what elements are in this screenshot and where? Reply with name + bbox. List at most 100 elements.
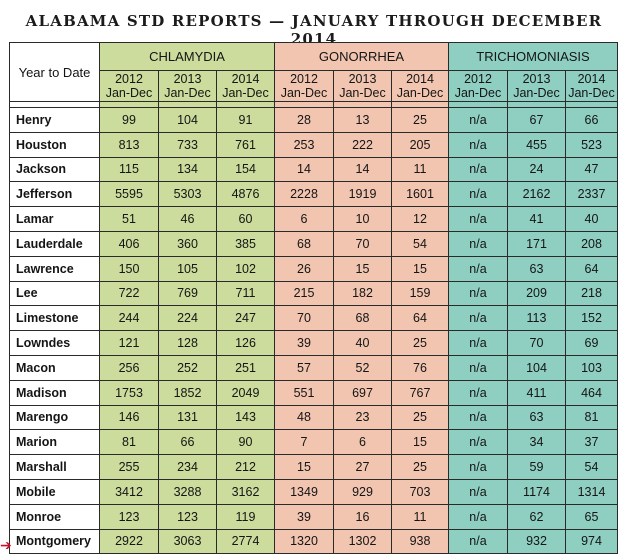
table-cell: n/a — [448, 379, 508, 406]
table-cell: 5303 — [158, 181, 217, 208]
table-cell: 121 — [99, 330, 159, 356]
county-name: Lamar — [9, 206, 100, 232]
table-cell: 1852 — [158, 379, 217, 406]
table-cell: 15 — [391, 255, 449, 282]
group-header-row: Year to Date CHLAMYDIA GONORRHEA TRICHOM… — [9, 42, 618, 102]
table-cell: 65 — [565, 503, 618, 530]
table-cell: 103 — [565, 354, 618, 381]
table-cell: 13 — [333, 107, 392, 133]
table-cell: 34 — [507, 429, 566, 456]
period-header: 2014 Jan-Dec — [565, 70, 618, 102]
table-cell: 152 — [565, 305, 618, 332]
county-name: Macon — [9, 354, 100, 381]
table-cell: 37 — [565, 429, 618, 456]
table-cell: 70 — [507, 330, 566, 356]
table-cell: 697 — [333, 379, 392, 406]
table-cell: n/a — [448, 454, 508, 480]
table-cell: 12 — [391, 206, 449, 232]
table-cell: n/a — [448, 230, 508, 257]
table-cell: 70 — [274, 305, 334, 332]
period-header: 2013 Jan-Dec — [333, 70, 392, 102]
table-cell: 115 — [99, 156, 159, 183]
county-name: Marion — [9, 429, 100, 456]
table-cell: 134 — [158, 156, 217, 183]
county-name: Jefferson — [9, 181, 100, 208]
table-cell: 6 — [333, 429, 392, 456]
table-cell: 48 — [274, 404, 334, 431]
table-row: Jackson 115 134 154 14 14 11 n/a 24 47 — [9, 156, 618, 183]
period-header: 2013 Jan-Dec — [507, 70, 566, 102]
table-cell: 769 — [158, 280, 217, 307]
table-cell: 102 — [216, 255, 275, 282]
table-cell: n/a — [448, 181, 508, 208]
table-cell: 3288 — [158, 478, 217, 505]
table-cell: 66 — [565, 107, 618, 133]
table-cell: 1302 — [333, 528, 392, 554]
table-cell: 2228 — [274, 181, 334, 208]
table-cell: 63 — [507, 404, 566, 431]
table-cell: 234 — [158, 454, 217, 480]
year-to-date-header: Year to Date — [9, 42, 100, 102]
table-cell: 59 — [507, 454, 566, 480]
table-cell: n/a — [448, 354, 508, 381]
county-name: Lauderdale — [9, 230, 100, 257]
table-cell: 209 — [507, 280, 566, 307]
county-name: Henry — [9, 107, 100, 133]
table-cell: 64 — [565, 255, 618, 282]
table-cell: 251 — [216, 354, 275, 381]
table-cell: 711 — [216, 280, 275, 307]
table-cell: 2774 — [216, 528, 275, 554]
table-cell: 47 — [565, 156, 618, 183]
table-cell: 76 — [391, 354, 449, 381]
table-cell: 104 — [507, 354, 566, 381]
table-cell: 154 — [216, 156, 275, 183]
table-row: Lawrence 150 105 102 26 15 15 n/a 63 64 — [9, 255, 618, 282]
trichomoniasis-header: TRICHOMONIASIS — [448, 42, 618, 71]
table-cell: 62 — [507, 503, 566, 530]
county-name: Marshall — [9, 454, 100, 480]
table-row: Jefferson 5595 5303 4876 2228 1919 1601 n/a 2162… — [9, 181, 618, 208]
table-cell: 1601 — [391, 181, 449, 208]
table-cell: n/a — [448, 478, 508, 505]
table-cell: 123 — [99, 503, 159, 530]
table-cell: 929 — [333, 478, 392, 505]
table-cell: 25 — [391, 107, 449, 133]
header-spacer-row — [9, 101, 618, 108]
table-cell: 15 — [274, 454, 334, 480]
table-cell: 252 — [158, 354, 217, 381]
county-name: Marengo — [9, 404, 100, 431]
table-cell: 64 — [391, 305, 449, 332]
table-cell: 113 — [507, 305, 566, 332]
table-cell: 90 — [216, 429, 275, 456]
table-cell: 247 — [216, 305, 275, 332]
table-cell: 360 — [158, 230, 217, 257]
table-cell: 253 — [274, 131, 334, 158]
arrow-right-icon: ➔ — [0, 537, 12, 553]
period-header: 2014 Jan-Dec — [391, 70, 449, 102]
table-cell: 938 — [391, 528, 449, 554]
table-cell: 932 — [507, 528, 566, 554]
table-cell: 41 — [507, 206, 566, 232]
table-cell: 68 — [333, 305, 392, 332]
std-report-table: Year to Date CHLAMYDIA GONORRHEA TRICHOM… — [9, 42, 618, 554]
table-cell: 11 — [391, 503, 449, 530]
county-name: Monroe — [9, 503, 100, 530]
table-cell: 523 — [565, 131, 618, 158]
table-cell: 1753 — [99, 379, 159, 406]
table-cell: 68 — [274, 230, 334, 257]
table-cell: 26 — [274, 255, 334, 282]
table-cell: 406 — [99, 230, 159, 257]
table-cell: 70 — [333, 230, 392, 257]
table-cell: 126 — [216, 330, 275, 356]
table-cell: n/a — [448, 528, 508, 554]
period-header: 2012 Jan-Dec — [99, 70, 159, 102]
table-cell: 52 — [333, 354, 392, 381]
table-cell: 119 — [216, 503, 275, 530]
table-cell: 1349 — [274, 478, 334, 505]
table-cell: 54 — [565, 454, 618, 480]
table-cell: 81 — [99, 429, 159, 456]
table-cell: 28 — [274, 107, 334, 133]
table-row: Mobile 3412 3288 3162 1349 929 703 n/a 1174 1314 — [9, 478, 618, 505]
table-cell: 761 — [216, 131, 275, 158]
table-cell: 224 — [158, 305, 217, 332]
